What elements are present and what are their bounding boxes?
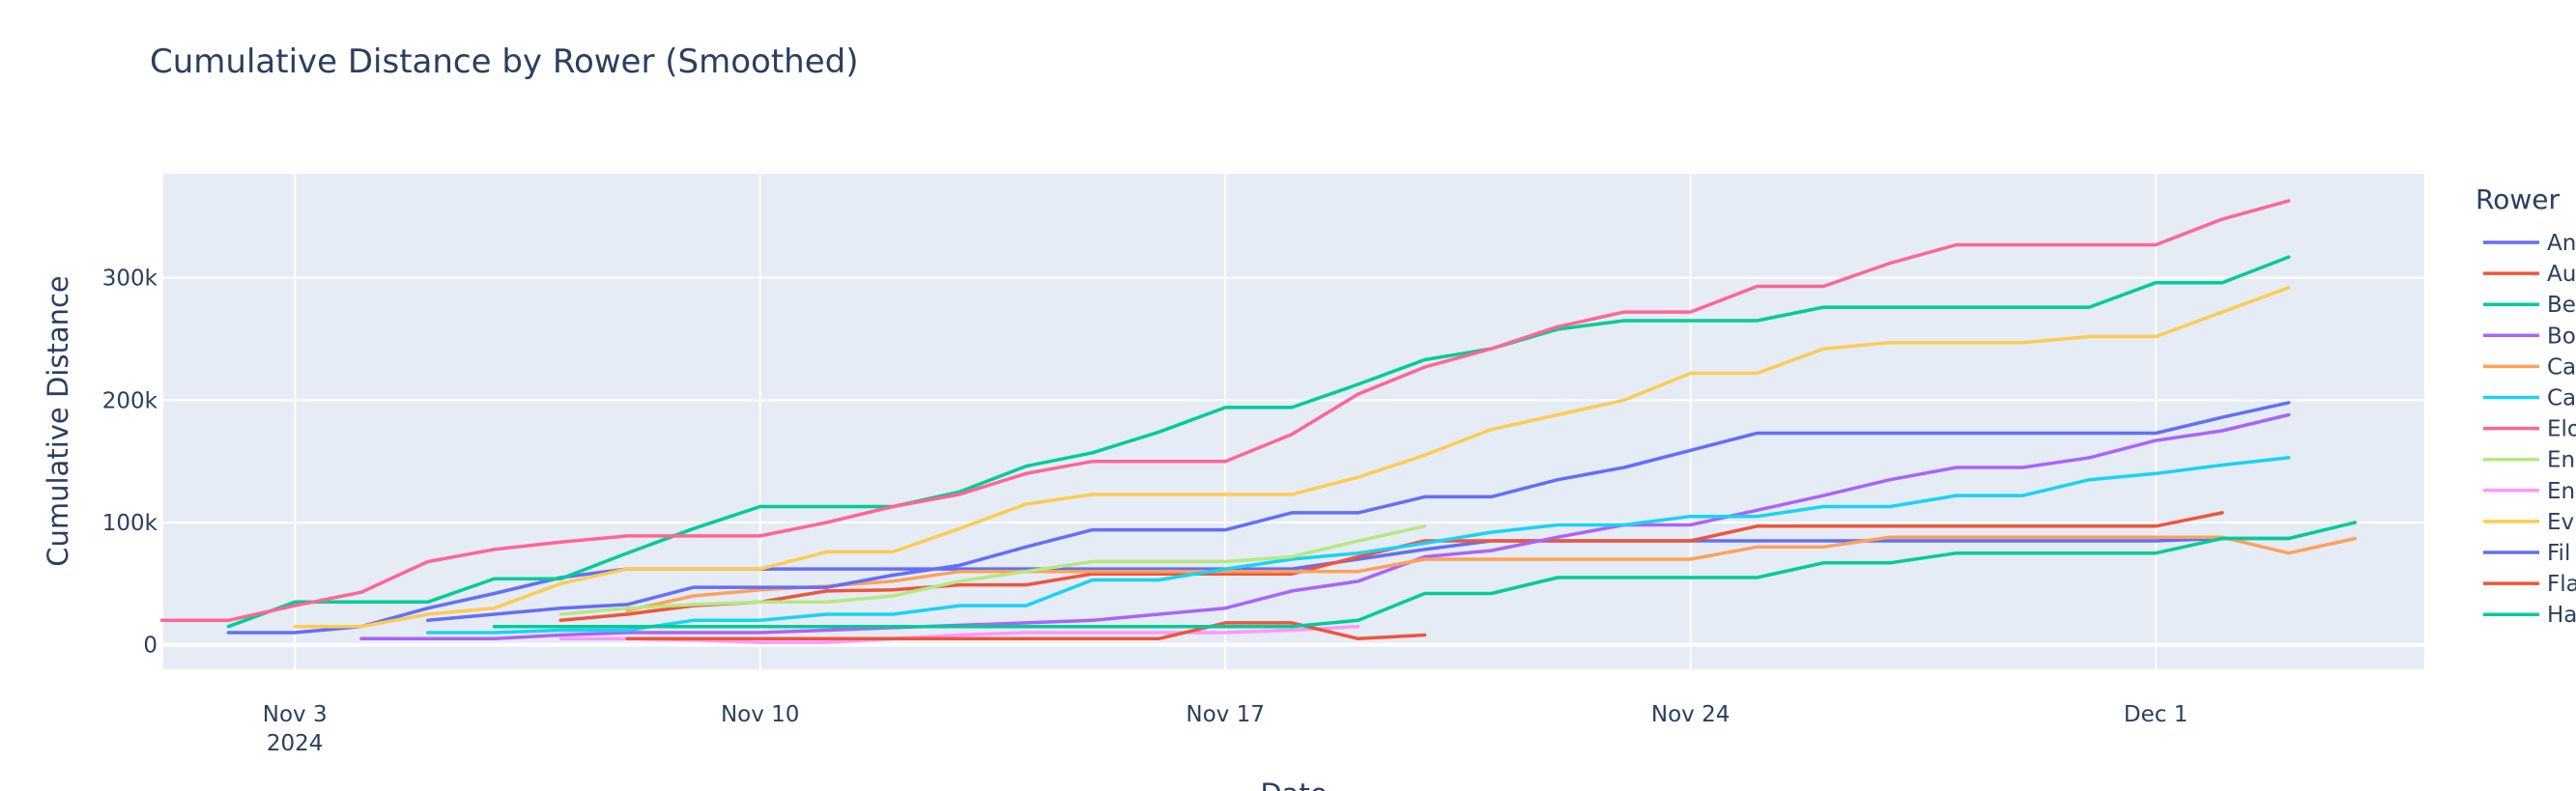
chart-title: Cumulative Distance by Rower (Smoothed) — [150, 42, 859, 81]
legend-item[interactable]: Be — [2483, 293, 2576, 318]
legend-label: Ca — [2547, 386, 2576, 411]
legend: An Au Be Bo Ca Ca Elo En En Ev Fil Fla Ha — [2483, 231, 2576, 628]
x-tick-label: Nov 10 — [721, 702, 799, 727]
y-tick-label: 100k — [102, 511, 158, 536]
legend-item[interactable]: An — [2483, 231, 2576, 256]
legend-item[interactable]: Ev — [2483, 510, 2574, 535]
x-tick-labels: Nov 3 2024 Nov 10 Nov 17 Nov 24 Dec 1 — [263, 702, 2189, 756]
legend-label: En — [2547, 479, 2575, 504]
y-tick-label: 200k — [102, 388, 158, 413]
series-line-ca — [426, 456, 2291, 635]
series-line-fla — [625, 621, 1427, 641]
legend-label: Ev — [2547, 510, 2574, 535]
y-gridlines — [163, 276, 2424, 647]
series-line-fil — [426, 401, 2291, 623]
legend-label: Be — [2547, 293, 2576, 318]
legend-label: Fil — [2547, 541, 2570, 566]
legend-item[interactable]: En — [2483, 479, 2575, 504]
x-gridlines — [294, 174, 2158, 669]
y-axis-title: Cumulative Distance — [42, 275, 74, 567]
x-tick-label: Nov 17 — [1186, 702, 1264, 727]
y-tick-label: 300k — [102, 267, 158, 292]
legend-label: Au — [2547, 262, 2576, 287]
x-axis-title: Date — [1260, 777, 1327, 791]
y-tick-label: 0 — [143, 634, 157, 659]
series-lines — [159, 199, 2358, 644]
y-tick-labels: 0 100k 200k 300k — [102, 267, 158, 659]
plot-area-background — [163, 174, 2424, 669]
legend-label: En — [2547, 448, 2575, 473]
legend-item[interactable]: Fil — [2483, 541, 2570, 566]
legend-item[interactable]: Ha — [2483, 603, 2576, 628]
x-tick-sublabel: 2024 — [267, 731, 324, 756]
legend-item[interactable]: Fla — [2483, 572, 2576, 597]
series-line-en — [558, 524, 1427, 616]
legend-label: Ha — [2547, 603, 2576, 628]
legend-item[interactable]: En — [2483, 448, 2575, 473]
legend-label: Elo — [2547, 417, 2576, 442]
legend-label: An — [2547, 231, 2576, 256]
x-tick-label: Nov 3 — [263, 702, 328, 727]
legend-item[interactable]: Elo — [2483, 417, 2576, 442]
x-tick-label: Dec 1 — [2124, 702, 2188, 727]
series-line-be — [226, 255, 2291, 629]
legend-label: Bo — [2547, 324, 2576, 349]
series-line-ev — [293, 286, 2291, 629]
legend-item[interactable]: Ca — [2483, 354, 2576, 380]
series-line-bo — [359, 412, 2291, 641]
legend-item[interactable]: Bo — [2483, 324, 2576, 349]
legend-title: Rower — [2476, 184, 2560, 215]
x-tick-label: Nov 24 — [1651, 702, 1730, 727]
series-line-ha — [492, 521, 2358, 629]
legend-item[interactable]: Au — [2483, 262, 2576, 287]
legend-label: Ca — [2547, 354, 2576, 380]
series-line-elo — [159, 199, 2291, 623]
legend-item[interactable]: Ca — [2483, 386, 2576, 411]
legend-label: Fla — [2547, 572, 2576, 597]
series-line-ca — [625, 535, 2358, 612]
